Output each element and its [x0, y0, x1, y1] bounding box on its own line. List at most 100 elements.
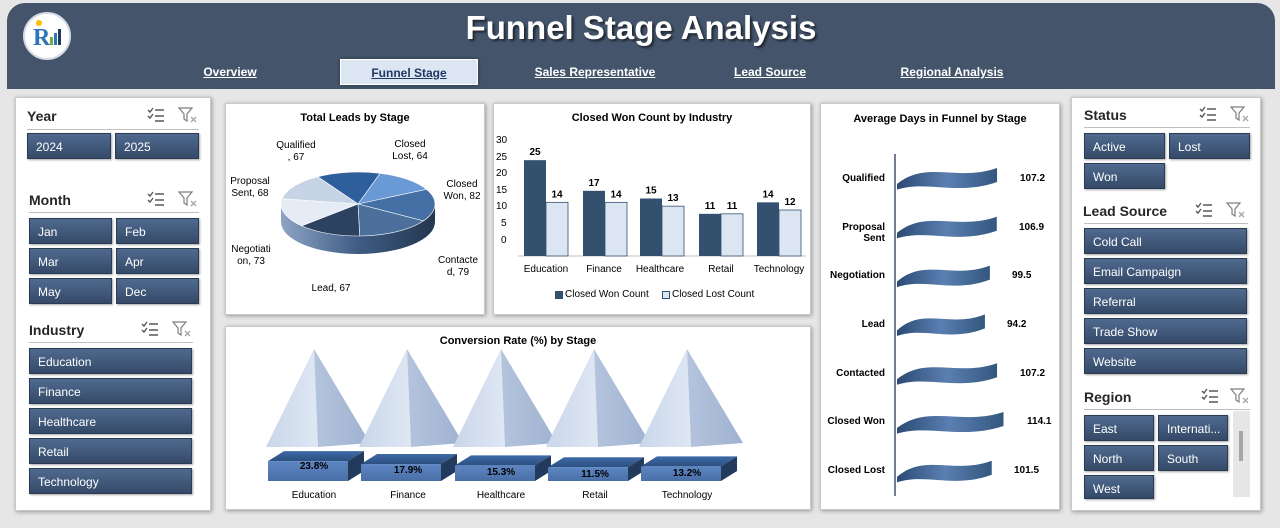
multi-select-icon[interactable] [140, 320, 160, 338]
x-tick: Healthcare [635, 264, 685, 275]
x-tick: Technology [661, 490, 713, 501]
nav-funnel-stage[interactable]: Funnel Stage [340, 59, 478, 85]
region-east-button[interactable]: East [1084, 415, 1154, 441]
conversion-rate-chart: Conversion Rate (%) by Stage 23.8% 17.9%… [225, 326, 811, 510]
industry-education-button[interactable]: Education [29, 348, 192, 374]
data-label: 101.5 [1014, 465, 1040, 476]
page-title: Funnel Stage Analysis [465, 9, 817, 46]
multi-select-icon[interactable] [1200, 387, 1220, 405]
data-label: 17.9% [393, 465, 423, 476]
region-west-button[interactable]: West [1084, 475, 1154, 499]
multi-select-icon[interactable] [146, 190, 166, 208]
bar-lost-education [545, 201, 569, 257]
pyramid-left-face [359, 349, 411, 447]
industry-slicer-title: Industry [29, 322, 85, 338]
y-tick: 25 [496, 152, 508, 163]
multi-select-icon[interactable] [1194, 201, 1214, 219]
conversion-block-top [361, 454, 457, 465]
company-logo: R [23, 12, 71, 60]
pie-side-wall [281, 204, 435, 254]
clear-filter-icon[interactable] [172, 320, 192, 338]
clear-filter-icon[interactable] [178, 106, 198, 124]
divider [1084, 127, 1250, 128]
lead-source-website-button[interactable]: Website [1084, 348, 1247, 374]
month-apr-button[interactable]: Apr [116, 248, 199, 274]
industry-finance-button[interactable]: Finance [29, 378, 192, 404]
year-slicer-title: Year [27, 108, 57, 124]
industry-healthcare-button[interactable]: Healthcare [29, 408, 192, 434]
nav-lead-source[interactable]: Lead Source [733, 65, 807, 79]
pie-slice-closed-lost [357, 173, 428, 205]
right-slicer-panel: Status Active Lost Won Lead Source Cold … [1071, 97, 1261, 511]
pyramid-left-face [639, 349, 691, 447]
multi-select-icon[interactable] [146, 106, 166, 124]
pyramid-left-face [453, 349, 505, 447]
data-label: 107.2 [1020, 368, 1046, 379]
pie-slice-closed-won [357, 189, 436, 222]
nav-overview[interactable]: Overview [203, 65, 257, 79]
clear-filter-icon[interactable] [1226, 201, 1246, 219]
region-slicer-title: Region [1084, 389, 1132, 405]
pie-label-closed-lost: Closed Lost, 64 [392, 139, 428, 162]
month-dec-button[interactable]: Dec [116, 278, 199, 304]
bar-data-label: 17 [588, 178, 600, 189]
year-2025-button[interactable]: 2025 [115, 133, 199, 159]
lead-source-referral-button[interactable]: Referral [1084, 288, 1247, 314]
clear-filter-icon[interactable] [1230, 387, 1250, 405]
conversion-block-top [455, 455, 551, 466]
conversion-block-top [268, 451, 364, 462]
bar-won-finance [583, 190, 605, 256]
region-north-button[interactable]: North [1084, 445, 1154, 471]
region-south-button[interactable]: South [1158, 445, 1228, 471]
pie-label-qualified: Qualified, 67 [276, 140, 316, 163]
data-label: 13.2% [672, 468, 702, 479]
multi-select-icon[interactable] [1198, 105, 1218, 123]
y-category: Closed Won [827, 416, 885, 427]
industry-technology-button[interactable]: Technology [29, 468, 192, 494]
bar-won-education [524, 160, 546, 256]
pie-plot [280, 171, 436, 254]
status-lost-button[interactable]: Lost [1169, 133, 1250, 159]
region-international-button[interactable]: Internati... [1158, 415, 1228, 441]
data-label: 114.1 [1027, 416, 1052, 427]
conversion-block-side [441, 454, 457, 481]
chart-title: Total Leads by Stage [300, 112, 410, 124]
pyramid-left-face [266, 349, 318, 447]
flag-bar-negotiation [897, 265, 990, 288]
bar-data-label: 15 [645, 186, 657, 197]
month-jan-button[interactable]: Jan [29, 218, 112, 244]
lead-source-cold-call-button[interactable]: Cold Call [1084, 228, 1247, 254]
y-tick: 20 [496, 168, 508, 179]
industry-retail-button[interactable]: Retail [29, 438, 192, 464]
pie-label-proposal-sent: Proposal Sent, 68 [230, 176, 270, 199]
bar-data-label: 14 [610, 189, 622, 200]
lead-source-trade-show-button[interactable]: Trade Show [1084, 318, 1247, 344]
divider [29, 342, 193, 343]
y-tick: 0 [501, 235, 507, 246]
pie-slice-proposal-sent [281, 176, 360, 205]
total-leads-pie-chart: Total Leads by Stage Qualified, 67 Close… [225, 103, 485, 315]
region-scrollbar[interactable] [1233, 411, 1250, 497]
month-feb-button[interactable]: Feb [116, 218, 199, 244]
bar-won-technology [757, 202, 779, 256]
clear-filter-icon[interactable] [178, 190, 198, 208]
year-2024-button[interactable]: 2024 [27, 133, 111, 159]
nav-regional-analysis[interactable]: Regional Analysis [900, 65, 1004, 79]
y-category: Closed Lost [827, 465, 885, 476]
status-active-button[interactable]: Active [1084, 133, 1165, 159]
x-tick: Technology [753, 264, 805, 275]
data-label: 15.3% [486, 467, 516, 478]
conversion-block-education [268, 461, 348, 481]
bar-won-retail [699, 213, 721, 256]
month-may-button[interactable]: May [29, 278, 112, 304]
legend-swatch-won [555, 291, 563, 299]
lead-source-email-campaign-button[interactable]: Email Campaign [1084, 258, 1247, 284]
chart-title: Conversion Rate (%) by Stage [439, 335, 597, 347]
scrollbar-thumb[interactable] [1239, 431, 1243, 461]
status-won-button[interactable]: Won [1084, 163, 1165, 189]
conversion-block-side [348, 451, 364, 481]
bar-data-label: 11 [727, 201, 738, 212]
clear-filter-icon[interactable] [1230, 105, 1250, 123]
month-mar-button[interactable]: Mar [29, 248, 112, 274]
nav-sales-representative[interactable]: Sales Representative [534, 65, 656, 79]
